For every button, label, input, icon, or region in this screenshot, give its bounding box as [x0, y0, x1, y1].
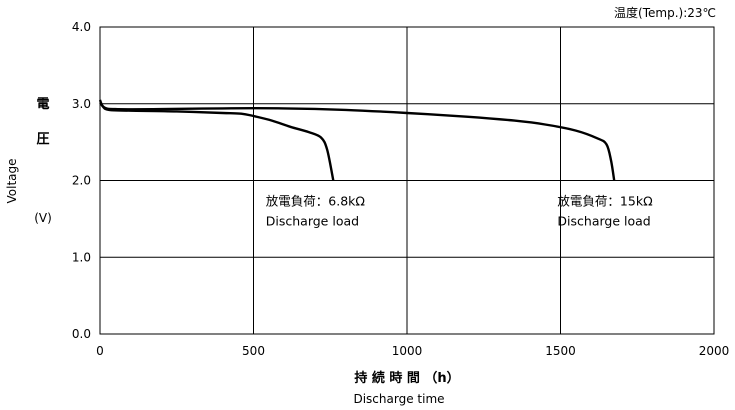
- plot-frame: [99, 26, 715, 335]
- series-line-1: [98, 99, 335, 181]
- series-line-2: [99, 101, 616, 181]
- x-axis-label: Discharge time: [353, 392, 444, 406]
- y-tick-label: 0.0: [72, 327, 91, 341]
- annotation-discharge-load-1: Discharge load: [266, 214, 359, 229]
- y-axis-unit: (V): [34, 211, 52, 225]
- x-tick-label: 500: [242, 344, 265, 358]
- y-tick-label: 3.0: [72, 97, 91, 111]
- annotation-discharge-load-2: Discharge load: [557, 214, 650, 229]
- x-tick-label: 1000: [392, 344, 423, 358]
- x-tick-label: 0: [96, 344, 104, 358]
- grid: [100, 27, 714, 334]
- x-label-jp: 持 続 時 間 （h）: [354, 370, 459, 386]
- y-axis-label: Voltage: [5, 158, 19, 203]
- annotation-load-6-8k: 放電負荷：6.8kΩ: [266, 194, 366, 209]
- x-tick-label: 1500: [545, 344, 576, 358]
- y-tick-label: 1.0: [72, 250, 91, 264]
- annotation-load-15k: 放電負荷：15kΩ: [557, 194, 653, 209]
- tick-labels: 0 500 1000 1500 2000 0.0 1.0 2.0 3.0 4.0: [72, 20, 729, 358]
- y-label-jp-char-1: 電: [36, 97, 49, 112]
- x-tick-label: 2000: [699, 344, 730, 358]
- y-tick-label: 4.0: [72, 20, 91, 34]
- y-label-jp-char-2: 圧: [36, 132, 49, 147]
- series-lines: [98, 99, 616, 181]
- temperature-label: 温度(Temp.):23℃: [614, 5, 716, 20]
- y-tick-label: 2.0: [72, 174, 91, 188]
